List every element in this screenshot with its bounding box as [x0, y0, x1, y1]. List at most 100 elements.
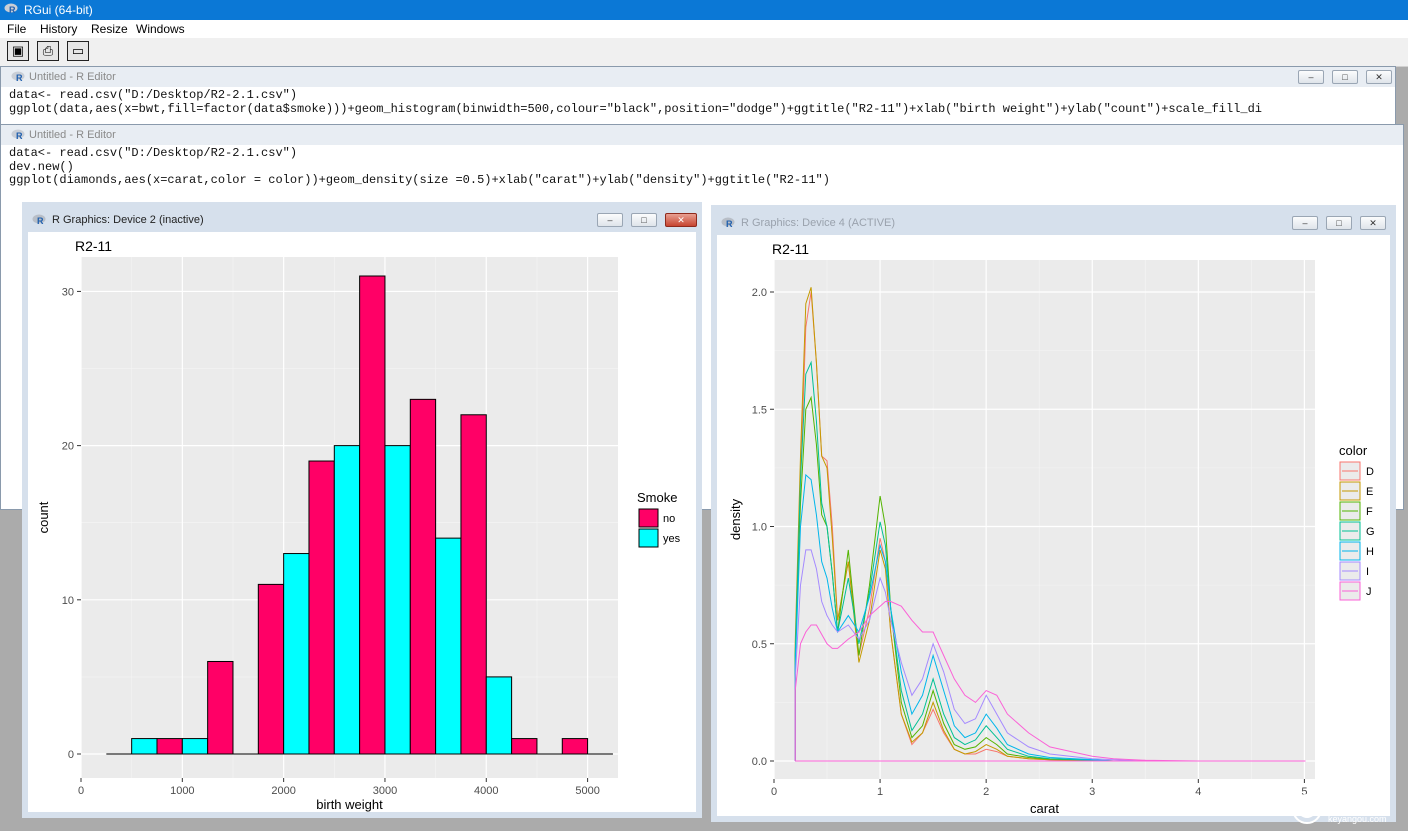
- y-tick-label: 20: [62, 441, 74, 453]
- y-tick-label: 0.5: [752, 639, 767, 651]
- menu-windows[interactable]: Windows: [136, 22, 185, 36]
- close-button[interactable]: ✕: [665, 213, 697, 227]
- legend-label-G: G: [1366, 526, 1375, 538]
- bar-yes: [384, 445, 411, 755]
- device-2-caption: R R Graphics: Device 2 (inactive) – □ ✕: [28, 208, 697, 232]
- graphics-device-2-window: R R Graphics: Device 2 (inactive) – □ ✕ …: [22, 202, 702, 818]
- bar-yes: [283, 553, 310, 755]
- legend-label-I: I: [1366, 566, 1369, 578]
- x-tick-label: 1000: [170, 785, 194, 797]
- watermark: keyangou.com: [1290, 790, 1402, 828]
- chart-title: R2-11: [75, 238, 112, 254]
- x-tick-label: 1: [877, 786, 883, 798]
- bar-no: [460, 414, 487, 755]
- svg-text:R: R: [9, 5, 16, 15]
- bar-no: [308, 460, 335, 755]
- editor-1-caption: R Untitled - R Editor – □ ✕: [1, 67, 1395, 87]
- y-tick-label: 30: [62, 286, 74, 298]
- y-tick-label: 10: [62, 595, 74, 607]
- code-line: data<- read.csv("D:/Desktop/R2-2.1.csv"): [9, 147, 298, 160]
- r-logo-icon: R: [32, 214, 46, 226]
- chart-title: R2-11: [772, 241, 809, 257]
- bar-yes: [333, 445, 361, 755]
- editor-1-code[interactable]: data<- read.csv("D:/Desktop/R2-2.1.csv")…: [9, 89, 1389, 116]
- menu-file[interactable]: File: [7, 22, 27, 36]
- density-line-E: [794, 287, 1306, 762]
- bar-yes: [181, 738, 209, 755]
- y-tick-label: 1.5: [752, 404, 767, 416]
- print-icon[interactable]: ⎙: [37, 41, 59, 61]
- window-icon[interactable]: ▭: [67, 41, 89, 61]
- code-line: data<- read.csv("D:/Desktop/R2-2.1.csv"): [9, 89, 298, 102]
- close-button[interactable]: ✕: [1360, 216, 1386, 230]
- device-2-title: R Graphics: Device 2 (inactive): [52, 214, 204, 226]
- maximize-button[interactable]: □: [1326, 216, 1352, 230]
- density-line-I: [794, 549, 1306, 762]
- histogram-chart: 0 1000 2000 3000 4000 5000 0 10 20 30 R2-11 birth w…: [36, 238, 681, 812]
- bar-no: [511, 738, 538, 755]
- legend-title: color: [1339, 443, 1368, 458]
- x-axis-label: carat: [1030, 801, 1059, 816]
- bar-no: [561, 738, 589, 755]
- r-logo-icon: R: [11, 129, 25, 141]
- x-tick-label: 3000: [373, 785, 397, 797]
- r-editor-window-1: R Untitled - R Editor – □ ✕ data<- read.…: [0, 66, 1396, 126]
- r-logo-icon: R: [4, 3, 18, 15]
- legend-label-J: J: [1366, 586, 1372, 598]
- legend-label-E: E: [1366, 486, 1373, 498]
- legend-label-no: no: [663, 513, 675, 525]
- x-tick-label: 0: [771, 786, 777, 798]
- graphics-device-4-window: R R Graphics: Device 4 (ACTIVE) – □ ✕ 0 1…: [711, 205, 1396, 822]
- code-line: dev.new(): [9, 159, 74, 174]
- svg-text:R: R: [16, 73, 23, 83]
- x-tick-label: 4000: [474, 785, 498, 797]
- minimize-button[interactable]: –: [1298, 70, 1324, 84]
- app-title-bar: R RGui (64-bit): [0, 0, 1408, 20]
- device-4-caption: R R Graphics: Device 4 (ACTIVE) – □ ✕: [717, 211, 1390, 235]
- watermark-text: keyangou.com: [1328, 814, 1387, 824]
- y-axis-label: count: [36, 501, 51, 533]
- menu-resize[interactable]: Resize: [91, 22, 128, 36]
- x-tick-label: 0: [78, 785, 84, 797]
- legend-label-yes: yes: [663, 533, 681, 545]
- app-title: RGui (64-bit): [24, 3, 93, 17]
- device-4-title: R Graphics: Device 4 (ACTIVE): [741, 217, 896, 229]
- bar-no: [257, 583, 285, 755]
- maximize-button[interactable]: □: [631, 213, 657, 227]
- r-logo-icon: R: [11, 71, 25, 83]
- close-button[interactable]: ✕: [1366, 70, 1392, 84]
- svg-text:R: R: [16, 131, 23, 141]
- density-line-G: [794, 360, 1306, 762]
- code-line: ggplot(data,aes(x=bwt,fill=factor(data$s…: [9, 101, 1263, 116]
- x-tick-label: 3: [1089, 786, 1095, 798]
- minimize-button[interactable]: –: [1292, 216, 1318, 230]
- x-tick-label: 2: [983, 786, 989, 798]
- maximize-button[interactable]: □: [1332, 70, 1358, 84]
- minimize-button[interactable]: –: [597, 213, 623, 227]
- y-axis-label: density: [728, 498, 743, 540]
- editor-1-title: Untitled - R Editor: [29, 71, 116, 83]
- menu-bar: File History Resize Windows: [0, 20, 1408, 38]
- plot-panel: [774, 260, 1315, 779]
- density-line-J: [794, 601, 1306, 762]
- bar-no: [207, 660, 234, 755]
- code-line: ggplot(diamonds,aes(x=carat,color = colo…: [9, 173, 830, 187]
- legend-label-F: F: [1366, 506, 1373, 518]
- camera-icon[interactable]: ▣: [7, 41, 29, 61]
- bar-yes: [485, 676, 513, 755]
- x-tick-label: 5000: [575, 785, 599, 797]
- svg-text:R: R: [37, 216, 44, 226]
- x-tick-label: 2000: [271, 785, 295, 797]
- bar-yes: [435, 537, 462, 755]
- menu-history[interactable]: History: [40, 22, 78, 36]
- legend-swatch-yes: [638, 528, 659, 548]
- x-tick-label: 5: [1301, 786, 1307, 798]
- editor-2-caption: R Untitled - R Editor: [1, 125, 1403, 145]
- svg-text:R: R: [726, 219, 733, 229]
- legend-label-D: D: [1366, 466, 1374, 478]
- x-tick-label: 4: [1195, 786, 1201, 798]
- legend-swatch-no: [638, 508, 659, 528]
- editor-2-code[interactable]: data<- read.csv("D:/Desktop/R2-2.1.csv")…: [9, 147, 1389, 188]
- bar-no: [359, 275, 386, 755]
- toolbar: ▣ ⎙ ▭: [0, 38, 1408, 67]
